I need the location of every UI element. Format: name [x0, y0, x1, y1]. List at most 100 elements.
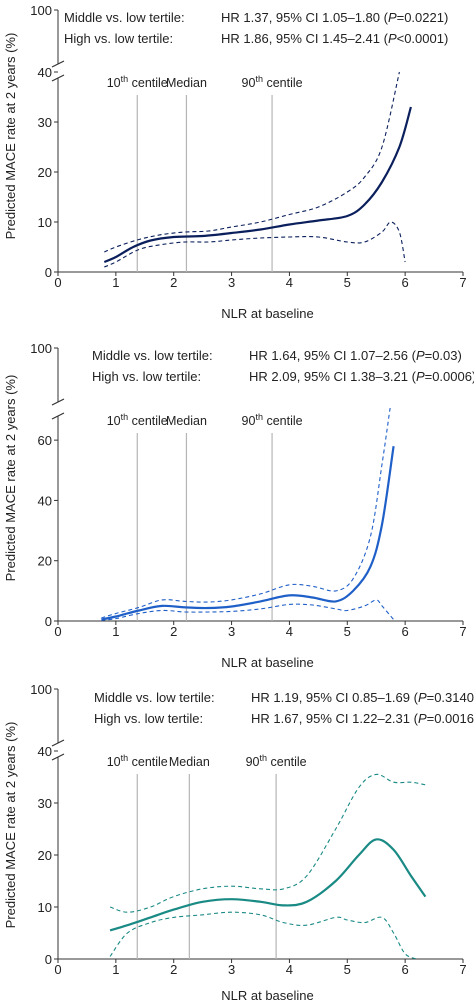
hr-comparison-label: Middle vs. low tertile: [94, 690, 215, 705]
y-tick-label: 10 [38, 900, 52, 915]
axis-break-mark [51, 398, 65, 406]
hr-value-text: HR 2.09, 95% CI 1.38–3.21 ( [249, 369, 417, 384]
hr-comparison-label: High vs. low tertile: [64, 31, 173, 46]
x-tick-label: 1 [112, 624, 119, 639]
series-ci-lower-line [104, 221, 406, 268]
x-tick-label: 7 [459, 624, 466, 639]
x-tick-label: 6 [402, 624, 409, 639]
centile-superscript: th [255, 74, 263, 84]
centile-label: 10th centile [107, 412, 168, 428]
hr-value: HR 2.09, 95% CI 1.38–3.21 (P=0.0006) [249, 369, 474, 384]
hr-value-text: HR 1.86, 95% CI 1.45–2.41 ( [221, 31, 389, 46]
x-axis-label: NLR at baseline [221, 988, 314, 1003]
series-ci-lower-line [101, 599, 395, 621]
centile-number: 90 [246, 755, 260, 769]
series-estimate-line [103, 106, 412, 264]
x-tick-label: 1 [112, 275, 119, 290]
p-value-symbol: P [418, 711, 427, 726]
y-tick-label: 0 [45, 265, 52, 280]
y-tick-label: 0 [45, 952, 52, 967]
hr-value: HR 1.19, 95% CI 0.85–1.69 (P=0.3140) [251, 690, 474, 705]
chart-panel-3: 100 0 10 20 30 40 0 1 2 3 4 5 6 7 NLR at baseline Predi… [3, 682, 474, 1003]
series-ci-upper-line [104, 71, 400, 253]
p-value-text: =0.0221) [397, 10, 449, 25]
x-tick-label: 0 [54, 962, 61, 977]
series-estimate-line [109, 838, 427, 932]
centile-text: centile [128, 414, 168, 428]
x-tick-label: 2 [170, 962, 177, 977]
p-value-symbol: P [388, 10, 397, 25]
centile-label: Median [166, 76, 207, 90]
hr-value: HR 1.64, 95% CI 1.07–2.56 (P=0.03) [249, 348, 462, 363]
hr-comparison-label: Middle vs. low tertile: [64, 10, 185, 25]
p-value-symbol: P [416, 348, 425, 363]
hr-value-text: HR 1.67, 95% CI 1.22–2.31 ( [251, 711, 419, 726]
series-ci-upper-line [101, 408, 391, 619]
x-tick-label: 5 [344, 624, 351, 639]
y-tick-label: 40 [38, 493, 52, 508]
centile-text: Median [166, 76, 207, 90]
x-tick-label: 5 [344, 962, 351, 977]
hr-value: HR 1.67, 95% CI 1.22–2.31 (P=0.0016) [251, 711, 474, 726]
y-axis-label: Predicted MACE rate at 2 years (%) [3, 722, 18, 929]
x-tick-label: 6 [402, 275, 409, 290]
x-tick-label: 4 [286, 962, 293, 977]
p-value-text: =0.3140) [427, 690, 474, 705]
p-value-symbol: P [388, 31, 397, 46]
series-estimate-line [101, 446, 395, 621]
x-tick-label: 0 [54, 624, 61, 639]
centile-label: 90th centile [242, 412, 303, 428]
hr-value-text: HR 1.64, 95% CI 1.07–2.56 ( [249, 348, 417, 363]
centile-superscript: th [121, 753, 129, 763]
x-tick-label: 1 [112, 962, 119, 977]
x-axis-label: NLR at baseline [221, 306, 314, 321]
x-tick-label: 0 [54, 275, 61, 290]
centile-text: centile [263, 76, 303, 90]
y-axis-label: Predicted MACE rate at 2 years (%) [3, 375, 18, 582]
y-tick-label: 30 [38, 115, 52, 130]
hr-value: HR 1.37, 95% CI 1.05–1.80 (P=0.0221) [221, 10, 448, 25]
y-tick-label: 20 [38, 848, 52, 863]
hr-comparison-label: Middle vs. low tertile: [92, 348, 213, 363]
y-tick-label: 40 [38, 744, 52, 759]
centile-text: centile [267, 755, 307, 769]
y-tick-label: 10 [38, 215, 52, 230]
centile-label: 90th centile [242, 74, 303, 90]
centile-label: 10th centile [107, 753, 168, 769]
centile-text: centile [128, 76, 168, 90]
x-axis-label: NLR at baseline [221, 655, 314, 670]
y-tick-label: 20 [38, 165, 52, 180]
y-tick-label: 100 [30, 682, 52, 697]
centile-label: 90th centile [246, 753, 307, 769]
x-tick-label: 2 [170, 624, 177, 639]
centile-superscript: th [255, 412, 263, 422]
y-tick-label: 20 [38, 554, 52, 569]
p-value-text: =0.0006) [425, 369, 474, 384]
axis-break-mark [51, 60, 65, 68]
centile-text: Median [166, 414, 207, 428]
axis-break-mark [51, 739, 65, 747]
axis-break-mark [51, 753, 65, 761]
centile-superscript: th [121, 74, 129, 84]
centile-superscript: th [260, 753, 268, 763]
x-tick-label: 4 [286, 624, 293, 639]
x-tick-label: 6 [402, 962, 409, 977]
x-tick-label: 3 [228, 275, 235, 290]
centile-text: centile [128, 755, 168, 769]
axis-break-mark [51, 412, 65, 420]
y-axis-label: Predicted MACE rate at 2 years (%) [3, 33, 18, 240]
hr-comparison-label: High vs. low tertile: [94, 711, 203, 726]
centile-superscript: th [121, 412, 129, 422]
x-tick-label: 2 [170, 275, 177, 290]
y-tick-label: 100 [30, 341, 52, 356]
x-tick-label: 3 [228, 962, 235, 977]
x-tick-label: 4 [286, 275, 293, 290]
centile-label: Median [166, 414, 207, 428]
p-value-text: =0.0016) [427, 711, 474, 726]
x-tick-label: 7 [459, 275, 466, 290]
centile-text: Median [169, 755, 210, 769]
p-value-symbol: P [418, 690, 427, 705]
y-tick-label: 40 [38, 65, 52, 80]
chart-panel-1: 100 0 10 20 30 40 0 1 2 3 4 5 6 7 NLR at baseline Predi… [3, 3, 467, 321]
x-tick-label: 7 [459, 962, 466, 977]
